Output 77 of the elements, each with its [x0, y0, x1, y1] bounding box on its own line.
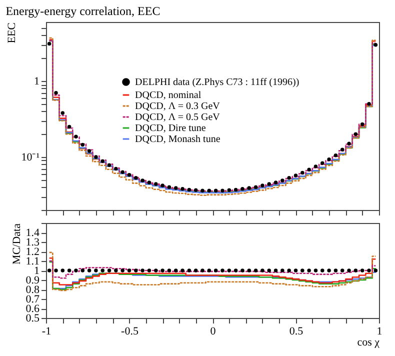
y-tick-label: 1	[34, 76, 40, 88]
y-axis-title: EEC	[6, 22, 18, 44]
point	[374, 42, 378, 47]
point	[87, 149, 92, 153]
y-tick-label: 1.1	[26, 256, 40, 268]
legend-label: DQCD, Dire tune	[135, 123, 206, 134]
point	[200, 188, 204, 192]
point	[247, 186, 251, 190]
point	[354, 132, 358, 136]
point	[307, 168, 311, 172]
point	[227, 188, 232, 192]
point	[274, 180, 278, 184]
x-axis-title: cos χ	[357, 336, 380, 348]
point	[220, 188, 224, 192]
point	[194, 188, 198, 192]
point	[80, 142, 84, 147]
point	[327, 157, 331, 162]
x-tick-label: 1	[376, 326, 382, 338]
point	[107, 163, 112, 168]
point	[300, 170, 304, 175]
y-tick-label: 10⁻¹	[21, 151, 40, 164]
x-tick-label: -1	[42, 326, 52, 338]
point	[100, 159, 104, 164]
point	[167, 185, 172, 190]
point	[114, 166, 118, 171]
point	[214, 188, 218, 192]
y-tick-label: 1.3	[26, 236, 40, 248]
legend-label: DELPHI data (Z.Phys C73 : 11ff (1996))	[135, 77, 300, 88]
point	[134, 176, 138, 180]
y-tick-label: 1.4	[26, 227, 40, 239]
y-tick-label: 1.2	[26, 246, 40, 258]
point	[94, 155, 98, 159]
y-tick-label: 0.5	[26, 312, 40, 324]
y-tick-label: 0.9	[26, 274, 40, 286]
y-axis-title: MC/Data	[10, 223, 23, 264]
point	[287, 176, 291, 180]
chart-title: Energy-energy correlation, EEC	[6, 4, 160, 18]
point	[140, 178, 144, 182]
x-tick-label: 0.5	[289, 326, 304, 338]
point	[280, 178, 284, 182]
point	[187, 188, 192, 192]
point	[254, 185, 258, 190]
x-tick-label: 0	[210, 326, 216, 338]
point	[54, 90, 58, 95]
y-tick-label: 1	[34, 265, 40, 277]
y-tick-label: 0.6	[26, 303, 40, 315]
point	[234, 188, 238, 192]
point	[347, 142, 351, 146]
point	[127, 173, 132, 177]
point	[207, 188, 212, 192]
legend-label: DQCD, nominal	[135, 90, 202, 101]
point	[180, 186, 184, 191]
point	[360, 122, 364, 126]
legend-label: DQCD, Λ = 0.5 GeV	[135, 112, 221, 123]
point	[240, 186, 244, 191]
point	[267, 182, 271, 186]
point	[314, 164, 318, 168]
legend-label: DQCD, Λ = 0.3 GeV	[135, 101, 221, 112]
point	[47, 42, 52, 46]
point	[320, 161, 324, 165]
point	[67, 124, 72, 129]
x-tick-label: -0.5	[121, 326, 139, 338]
y-tick-label: 0.8	[26, 284, 40, 296]
point	[260, 184, 264, 188]
point	[147, 180, 152, 184]
point	[160, 184, 164, 188]
point	[120, 170, 124, 174]
point	[340, 148, 344, 152]
point	[294, 174, 298, 178]
point	[154, 182, 158, 186]
point	[334, 153, 338, 158]
point	[74, 134, 78, 139]
point	[174, 186, 178, 190]
y-tick-label: 0.7	[26, 294, 40, 306]
point	[367, 102, 371, 106]
legend-label: DQCD, Monash tune	[135, 134, 221, 145]
point	[60, 111, 65, 115]
